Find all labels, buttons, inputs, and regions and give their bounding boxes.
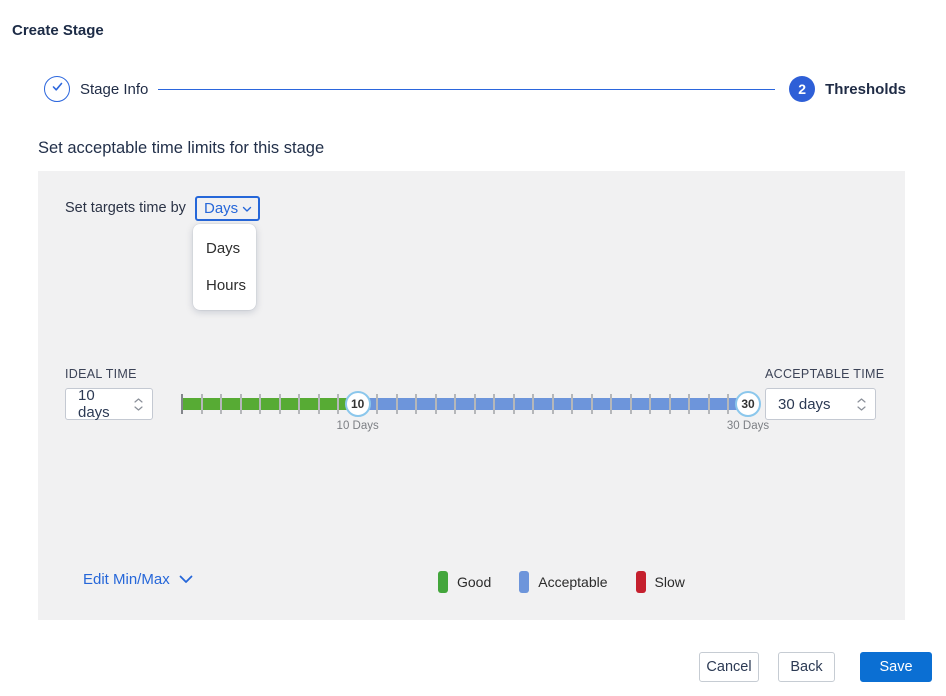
- time-unit-selected: Days: [204, 200, 239, 217]
- handle-ideal-value: 10: [350, 397, 365, 411]
- set-targets-label: Set targets time by: [65, 200, 186, 216]
- acceptable-time-value: 30 days: [778, 395, 831, 413]
- legend-swatch-good: [438, 571, 448, 593]
- step-thresholds-label: Thresholds: [825, 80, 906, 98]
- legend-label-good: Good: [457, 574, 492, 590]
- time-unit-menu: Days Hours: [193, 224, 256, 310]
- thresholds-panel: Set targets time by Days Days Hours IDEA…: [38, 171, 905, 620]
- menu-item-days[interactable]: Days: [206, 240, 241, 257]
- slider-segment-good: [182, 398, 358, 410]
- legend-swatch-slow: [635, 571, 646, 593]
- step-completed-circle: [44, 76, 70, 102]
- step-number: 2: [798, 81, 807, 97]
- slider-handle-acceptable[interactable]: 30: [735, 391, 761, 417]
- spinner-down-icon: [857, 405, 866, 411]
- back-button[interactable]: Back: [778, 652, 835, 682]
- section-heading: Set acceptable time limits for this stag…: [38, 139, 325, 157]
- stepper-connector: [158, 88, 776, 90]
- spinner-up-icon: [134, 397, 143, 403]
- step-stage-info[interactable]: Stage Info: [44, 76, 148, 102]
- page-title: Create Stage: [12, 22, 104, 39]
- menu-item-hours[interactable]: Hours: [206, 277, 247, 294]
- legend-item-acceptable: Acceptable: [519, 571, 608, 593]
- slider-label-acceptable: 30 Days: [726, 420, 770, 432]
- step-number-circle: 2: [789, 76, 816, 102]
- slider-label-ideal: 10 Days: [336, 420, 379, 432]
- legend-label-acceptable: Acceptable: [538, 574, 608, 590]
- step-stage-info-label: Stage Info: [80, 80, 149, 98]
- edit-minmax-label: Edit Min/Max: [83, 571, 170, 588]
- legend-item-good: Good: [438, 571, 491, 593]
- handle-acceptable-value: 30: [741, 397, 755, 411]
- acceptable-time-label: ACCEPTABLE TIME: [765, 367, 885, 381]
- save-button[interactable]: Save: [860, 652, 932, 682]
- legend-item-slow: Slow: [635, 571, 685, 593]
- chevron-down-icon: [242, 200, 252, 217]
- spinner-down-icon: [134, 405, 143, 411]
- ideal-time-value: 10 days: [78, 387, 110, 421]
- slider-legend: Good Acceptable Slow: [438, 571, 713, 593]
- ideal-time-input[interactable]: 10 days: [65, 387, 153, 421]
- ideal-time-stepper[interactable]: [130, 397, 152, 411]
- ideal-time-label: IDEAL TIME: [65, 367, 137, 381]
- edit-minmax-link[interactable]: Edit Min/Max: [83, 571, 193, 588]
- spinner-up-icon: [857, 397, 866, 403]
- acceptable-time-input[interactable]: 30 days: [765, 388, 876, 420]
- acceptable-time-stepper[interactable]: [853, 397, 875, 411]
- slider-handle-ideal[interactable]: 10: [344, 391, 371, 417]
- legend-swatch-acceptable: [519, 571, 530, 593]
- cancel-button[interactable]: Cancel: [699, 652, 759, 682]
- stepper: Stage Info 2 Thresholds: [44, 76, 906, 102]
- step-thresholds[interactable]: 2 Thresholds: [789, 76, 906, 102]
- check-icon: [51, 80, 64, 98]
- chevron-down-icon: [179, 571, 193, 588]
- time-slider[interactable]: 10 30 10 Days 30 Days: [181, 391, 769, 432]
- legend-label-slow: Slow: [654, 574, 685, 590]
- time-unit-dropdown[interactable]: Days: [195, 196, 261, 221]
